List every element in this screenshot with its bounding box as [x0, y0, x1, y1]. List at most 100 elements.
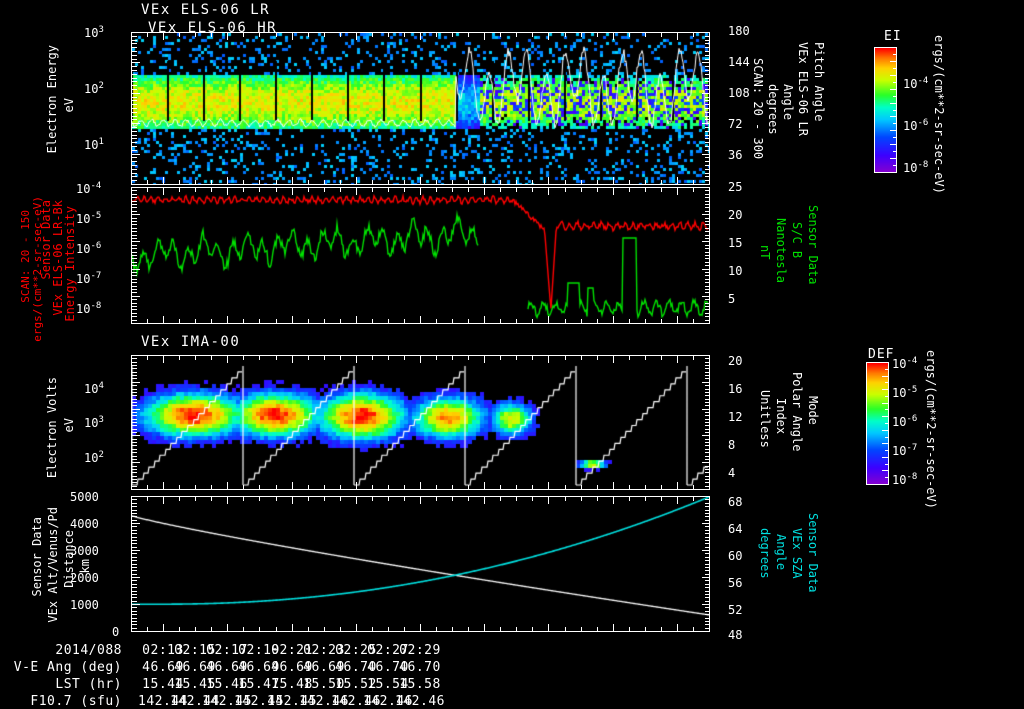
- axis-tick: [705, 180, 710, 181]
- axis-tick: [484, 624, 485, 631]
- panel2-ytick-1e-6: 10-6: [76, 241, 102, 256]
- panel4-left-axis-label-3: Distance: [62, 530, 76, 588]
- axis-tick: [597, 497, 598, 501]
- axis-tick: [516, 180, 517, 184]
- axis-tick: [259, 627, 260, 631]
- axis-tick: [705, 173, 710, 174]
- axis-tick: [705, 127, 710, 128]
- axis-tick: [132, 204, 137, 205]
- axis-tick: [179, 180, 180, 184]
- axis-tick: [705, 116, 710, 117]
- axis-tick: [613, 177, 614, 184]
- axis-tick: [885, 396, 889, 397]
- axis-tick: [702, 123, 710, 124]
- axis-tick: [702, 241, 710, 242]
- table-cell: 15.46: [206, 677, 248, 692]
- axis-tick: [702, 355, 710, 356]
- axis-tick: [132, 245, 137, 246]
- axis-tick: [705, 614, 710, 615]
- axis-tick: [227, 316, 228, 323]
- axis-tick: [709, 319, 710, 323]
- axis-tick: [132, 449, 137, 450]
- axis-tick: [705, 368, 710, 369]
- panel3-ytick-100: 102: [84, 450, 104, 465]
- axis-tick: [484, 482, 485, 489]
- axis-tick: [132, 607, 137, 608]
- axis-tick: [882, 416, 889, 417]
- axis-tick: [243, 319, 244, 323]
- axis-tick: [132, 456, 137, 457]
- panel2-right-axis-label-3: Nanotesla: [774, 218, 788, 284]
- axis-tick: [132, 286, 137, 287]
- axis-tick: [147, 33, 148, 37]
- axis-tick: [211, 319, 212, 323]
- axis-tick: [613, 497, 614, 504]
- table-cell: 02:13: [142, 643, 184, 658]
- axis-tick: [132, 419, 137, 420]
- axis-tick: [420, 316, 421, 323]
- axis-tick: [500, 627, 501, 631]
- axis-tick: [356, 356, 357, 363]
- axis-tick: [179, 33, 180, 37]
- panel2-ytick-1e-4: 10-4: [76, 181, 102, 196]
- axis-tick: [356, 624, 357, 631]
- panel2-right-axis-label-1: Sensor Data: [806, 205, 820, 285]
- axis-tick: [705, 439, 710, 440]
- table-cell: 46.69: [142, 660, 184, 675]
- table-cell: 02:27: [367, 643, 409, 658]
- axis-tick: [340, 33, 341, 37]
- axis-tick: [132, 93, 140, 94]
- axis-tick: [548, 497, 549, 504]
- axis-tick: [340, 497, 341, 501]
- panel2-ytick-1e-8: 10-8: [76, 301, 102, 316]
- axis-tick: [227, 177, 228, 184]
- axis-tick: [597, 485, 598, 489]
- axis-tick: [705, 228, 710, 229]
- axis-tick: [705, 560, 710, 561]
- table-cell: 142.46: [299, 694, 349, 709]
- panel1-ytick-100: 102: [84, 81, 104, 96]
- axis-tick: [705, 594, 710, 595]
- axis-tick: [420, 497, 421, 504]
- axis-tick: [356, 316, 357, 323]
- axis-tick: [705, 55, 710, 56]
- panel4-rtick-68: 68: [728, 495, 743, 509]
- axis-tick: [661, 33, 662, 37]
- panel1-title-lr: VEx ELS-06 LR: [141, 2, 271, 18]
- axis-tick: [532, 356, 533, 360]
- axis-tick: [452, 319, 453, 323]
- axis-tick: [292, 33, 293, 40]
- axis-tick: [613, 188, 614, 195]
- axis-tick: [705, 169, 710, 170]
- colorbar-ei-tick-2: 10-8: [903, 160, 929, 175]
- axis-tick: [132, 499, 137, 500]
- panel2-left-axis-label-3: Energy Intensity: [63, 206, 77, 322]
- axis-tick: [705, 43, 710, 44]
- axis-tick: [132, 255, 137, 256]
- axis-tick: [372, 497, 373, 501]
- axis-tick: [705, 36, 710, 37]
- table-cell: 46.69: [303, 660, 345, 675]
- axis-tick: [147, 180, 148, 184]
- axis-tick: [132, 289, 137, 290]
- table-cell: 15.47: [238, 677, 280, 692]
- table-cell: 02:21: [271, 643, 313, 658]
- axis-tick: [581, 497, 582, 501]
- axis-tick: [132, 135, 137, 136]
- axis-tick: [705, 161, 710, 162]
- axis-tick: [404, 188, 405, 192]
- axis-tick: [709, 188, 710, 192]
- panel1-rtick-108: 108: [728, 86, 750, 100]
- axis-tick: [132, 123, 140, 124]
- panel1-right-axis-label-3: Angle: [781, 84, 795, 121]
- axis-tick: [452, 188, 453, 192]
- axis-tick: [436, 319, 437, 323]
- axis-tick: [132, 262, 137, 263]
- axis-tick: [372, 627, 373, 631]
- panel1-ytick-10: 101: [84, 137, 104, 152]
- axis-tick: [705, 165, 710, 166]
- axis-tick: [565, 188, 566, 192]
- axis-tick: [661, 497, 662, 501]
- axis-tick: [132, 269, 140, 270]
- axis-tick: [420, 177, 421, 184]
